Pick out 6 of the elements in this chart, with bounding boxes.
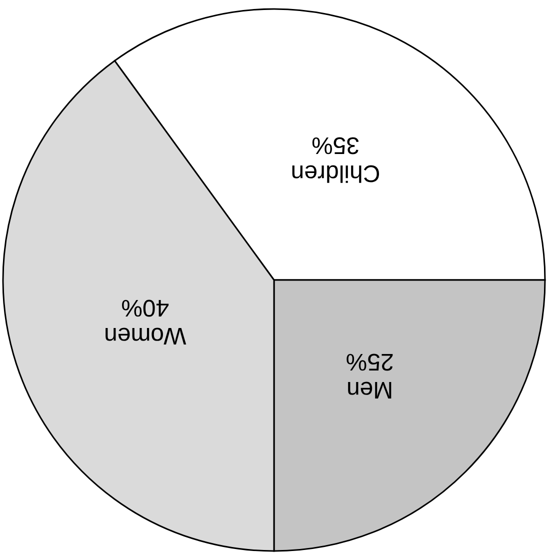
slice-label: Women xyxy=(104,322,186,349)
slice-label: Men xyxy=(346,376,394,403)
slice-label: Children xyxy=(290,159,380,186)
data-label: 40% xyxy=(121,294,170,321)
data-label: 25% xyxy=(346,348,394,375)
data-label: 35% xyxy=(311,131,360,158)
